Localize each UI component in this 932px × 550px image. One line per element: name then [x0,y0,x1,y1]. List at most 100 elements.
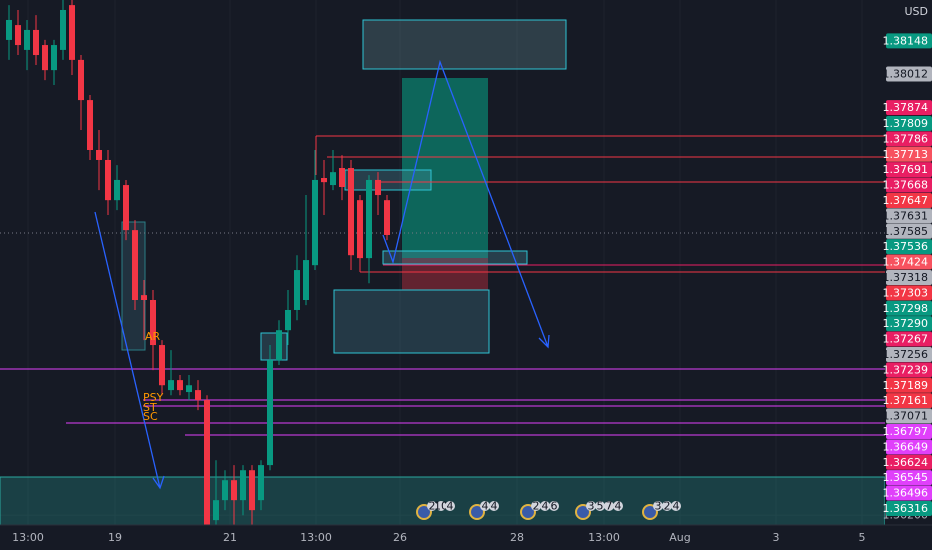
candle-body [6,19,12,40]
event-count: 4 [615,500,622,513]
price-label: 1.37298 [883,302,929,315]
price-label: 1.37424 [883,256,929,269]
candle-body [141,295,147,300]
event-flag [642,504,658,520]
price-label-bg [886,423,932,439]
candle-body [186,385,192,393]
event-count: 2 [429,500,436,513]
candle-body [294,270,300,310]
grid [0,0,885,525]
candle-body [42,45,48,71]
event-flag [416,504,432,520]
price-label-bg [886,115,932,131]
candle-body [51,45,57,71]
event-count: 4 [542,500,549,513]
candle-body [321,178,327,183]
event-badge [531,501,541,511]
event-badge [595,501,605,511]
price-label: 1.36624 [883,456,929,469]
demand-zone [0,476,885,525]
candle-body [60,9,66,50]
annotation: ST [143,401,157,414]
price-label: 1.37647 [883,194,929,207]
price-label: 1.37189 [883,379,929,392]
price-label: 1.37267 [883,333,929,346]
price-label: 1.37585 [883,225,929,238]
price-label: 1.37161 [883,394,929,407]
price-label: 1.37071 [883,410,929,423]
price-label: 1.37256 [883,348,929,361]
x-tick-label: 13:00 [588,531,620,544]
price-label-bg [886,269,932,285]
event-count: 3 [655,500,662,513]
candle-body [114,179,120,201]
price-label: 1.37318 [883,271,929,284]
price-label: 1.37713 [883,148,929,161]
candle-body [339,168,345,188]
candle-body [96,150,102,160]
price-label-bg [886,346,932,362]
price-label-bg [886,316,932,332]
candle-body [159,345,165,386]
price-label-bg [886,470,932,486]
candle-body [384,200,390,235]
event-badge [549,501,559,511]
event-count: 4 [491,500,498,513]
event-flag [469,504,485,520]
event-badge [489,501,499,511]
candle-body [375,179,381,196]
event-count: 2 [664,500,671,513]
candle-body [204,400,210,525]
x-tick-label: 26 [393,531,407,544]
candle-body [267,360,273,466]
price-label-bg [886,192,932,208]
zone [382,250,528,265]
candle-body [231,480,237,501]
candle-body [33,29,39,56]
price-label-bg [886,33,932,49]
candle-body [330,172,336,186]
price-label: 1.38148 [883,34,929,47]
annotation: SC [143,410,158,423]
price-label: 1.37809 [883,117,929,130]
arrow [382,59,550,349]
event-count: 6 [551,500,558,513]
x-tick-label: 5 [859,531,866,544]
candle-body [69,5,75,60]
candle-body [240,470,246,501]
event-count: 2 [533,500,540,513]
candle-body [258,465,264,501]
x-tick-label: 3 [773,531,780,544]
candle-body [87,100,93,150]
axis-labels: 1.384001.362001.381481.380121.378741.378… [12,33,932,544]
price-label-bg [886,377,932,393]
stop-area [402,258,488,290]
price-label: 1.37239 [883,363,929,376]
candle-body [15,25,21,46]
price-label-bg [886,485,932,501]
event-flag [575,504,591,520]
price-label-bg [886,331,932,347]
price-label: 1.37668 [883,179,929,192]
price-label: 1.37536 [883,240,929,253]
candle-body [105,159,111,201]
price-label-bg [886,66,932,82]
price-label: 1.37874 [883,101,929,114]
price-label-bg [886,454,932,470]
event-badge [540,501,550,511]
event-badge [480,501,490,511]
candle-body [348,168,354,256]
candle-body [195,390,201,401]
event-badge [671,501,681,511]
price-label: 1.37303 [883,286,929,299]
candle-body [123,185,129,231]
event-count: 4 [673,500,680,513]
candle-body [222,480,228,501]
arrows [94,59,550,490]
target-zone [362,19,567,70]
event-count: 3 [588,500,595,513]
x-tick-label: 13:00 [12,531,44,544]
candles [6,0,390,525]
candle-body [177,380,183,391]
